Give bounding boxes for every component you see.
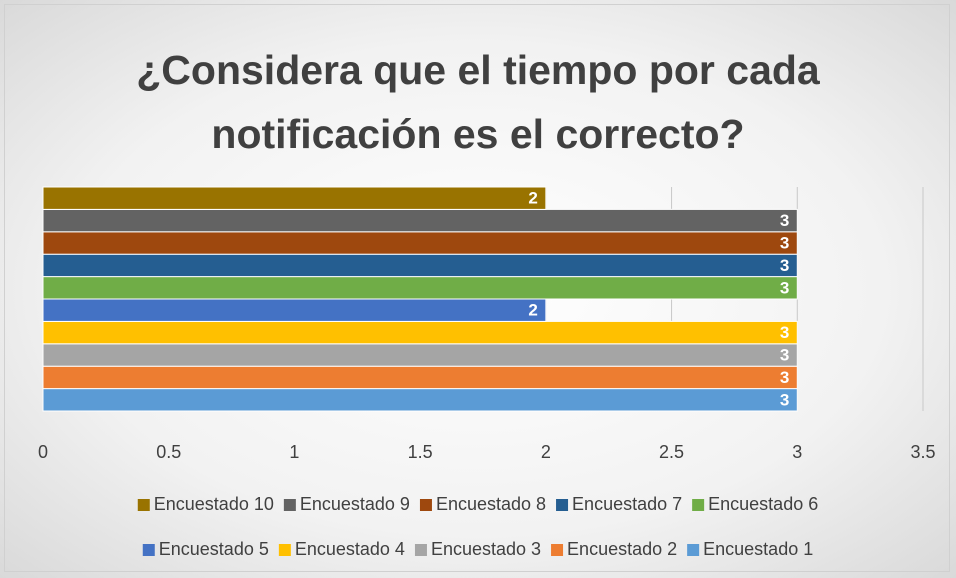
- data-label: 3: [780, 323, 789, 342]
- legend-swatch: [419, 499, 432, 511]
- legend-label: Encuestado 4: [295, 539, 405, 559]
- legend-label: Encuestado 5: [159, 539, 269, 559]
- data-label: 3: [780, 345, 789, 364]
- legend-swatch: [692, 499, 705, 511]
- bar: [42, 343, 798, 367]
- data-label: 3: [780, 211, 789, 230]
- data-label: 3: [780, 233, 789, 252]
- x-tick-label: 3: [792, 442, 802, 462]
- chart-title: ¿Considera que el tiempo por cada notifi…: [136, 47, 820, 157]
- data-label: 3: [780, 390, 789, 409]
- legend-label: Encuestado 9: [300, 494, 410, 514]
- bar: [42, 320, 798, 345]
- legend-label: Encuestado 3: [431, 539, 541, 559]
- legend-swatch: [137, 499, 150, 511]
- legend-label: Encuestado 2: [567, 539, 677, 559]
- x-tick-label: 2.5: [659, 442, 684, 462]
- data-label: 2: [528, 301, 537, 320]
- x-tick-label: 2: [541, 442, 551, 462]
- data-label: 3: [780, 278, 789, 297]
- bar: [42, 231, 798, 255]
- legend-swatch: [556, 499, 569, 511]
- bar: [42, 388, 798, 412]
- legend-swatch: [414, 544, 427, 556]
- legend-label: Encuestado 10: [154, 494, 274, 514]
- x-tick-label: 3.5: [910, 442, 935, 462]
- legend-swatch: [278, 544, 291, 556]
- bar: [42, 186, 547, 210]
- legend-swatch: [283, 499, 296, 511]
- legend-label: Encuestado 8: [436, 494, 546, 514]
- bar: [42, 365, 798, 390]
- bar: [42, 276, 798, 300]
- x-tick-label: 1: [289, 442, 299, 462]
- legend-swatch: [142, 544, 155, 556]
- x-tick-label: 0.5: [156, 442, 181, 462]
- data-label: 3: [780, 368, 789, 387]
- bar: [42, 298, 547, 322]
- x-tick-label: 1.5: [408, 442, 433, 462]
- data-label: 2: [528, 189, 537, 208]
- legend-swatch: [687, 544, 700, 556]
- legend-label: Encuestado 1: [703, 539, 813, 559]
- bar: [42, 208, 798, 233]
- chart-border: [4, 4, 950, 572]
- legend-label: Encuestado 6: [708, 494, 818, 514]
- bar: [42, 253, 798, 278]
- legend-swatch: [551, 544, 564, 556]
- legend-label: Encuestado 7: [572, 494, 682, 514]
- x-tick-label: 0: [38, 442, 48, 462]
- data-label: 3: [780, 256, 789, 275]
